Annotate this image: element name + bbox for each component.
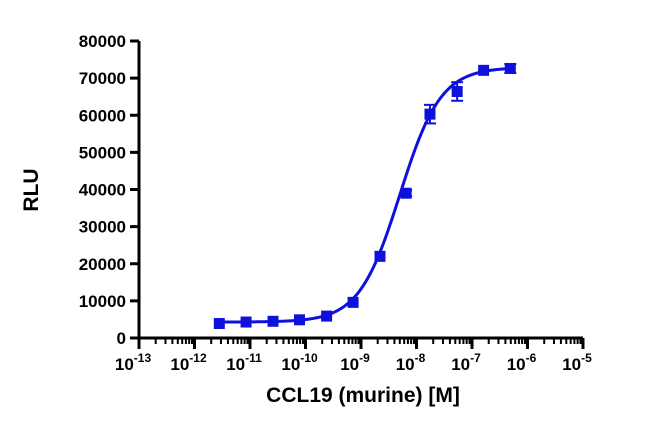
y-tick-label: 30000 bbox=[79, 218, 126, 237]
x-tick-label: 10-11 bbox=[226, 351, 262, 374]
data-point bbox=[347, 296, 359, 308]
y-tick-label: 10000 bbox=[79, 292, 126, 311]
y-tick-label: 50000 bbox=[79, 143, 126, 162]
y-tick-label: 80000 bbox=[79, 32, 126, 51]
data-point bbox=[240, 316, 252, 328]
data-point bbox=[424, 108, 436, 120]
data-point bbox=[213, 318, 225, 330]
plot-area bbox=[213, 62, 517, 330]
x-tick-label: 10-13 bbox=[115, 351, 152, 374]
x-tick-label: 10-10 bbox=[281, 351, 318, 374]
y-axis-title: RLU bbox=[20, 168, 43, 211]
data-point bbox=[294, 314, 306, 326]
x-tick-label: 10-6 bbox=[507, 351, 537, 374]
data-point bbox=[504, 62, 516, 74]
x-tick-label: 10-12 bbox=[170, 351, 207, 374]
y-tick-label: 20000 bbox=[79, 255, 126, 274]
data-point bbox=[478, 64, 490, 76]
y-axis: 0 10000 20000 30000 40000 50000 60000 70000 8000… bbox=[79, 32, 141, 348]
y-tick-label: 40000 bbox=[79, 181, 126, 200]
y-tick-label: 60000 bbox=[79, 106, 126, 125]
data-point bbox=[374, 250, 386, 262]
data-point bbox=[267, 315, 279, 327]
x-axis-title: CCL19 (murine) [M] bbox=[266, 384, 460, 407]
data-point bbox=[321, 310, 333, 322]
x-tick-label: 10-7 bbox=[451, 351, 481, 374]
x-tick-label: 10-8 bbox=[396, 351, 426, 374]
data-point bbox=[451, 85, 463, 97]
x-tick-label: 10-9 bbox=[340, 351, 370, 374]
y-tick-label: 0 bbox=[117, 329, 126, 348]
fit-curve bbox=[219, 67, 511, 324]
x-axis: 10-13 10-12 10-11 10-10 10-9 10-8 10-7 10-6 10-5 bbox=[115, 336, 592, 374]
y-tick-label: 70000 bbox=[79, 69, 126, 88]
x-tick-label: 10-5 bbox=[562, 351, 592, 374]
data-point bbox=[400, 187, 412, 199]
